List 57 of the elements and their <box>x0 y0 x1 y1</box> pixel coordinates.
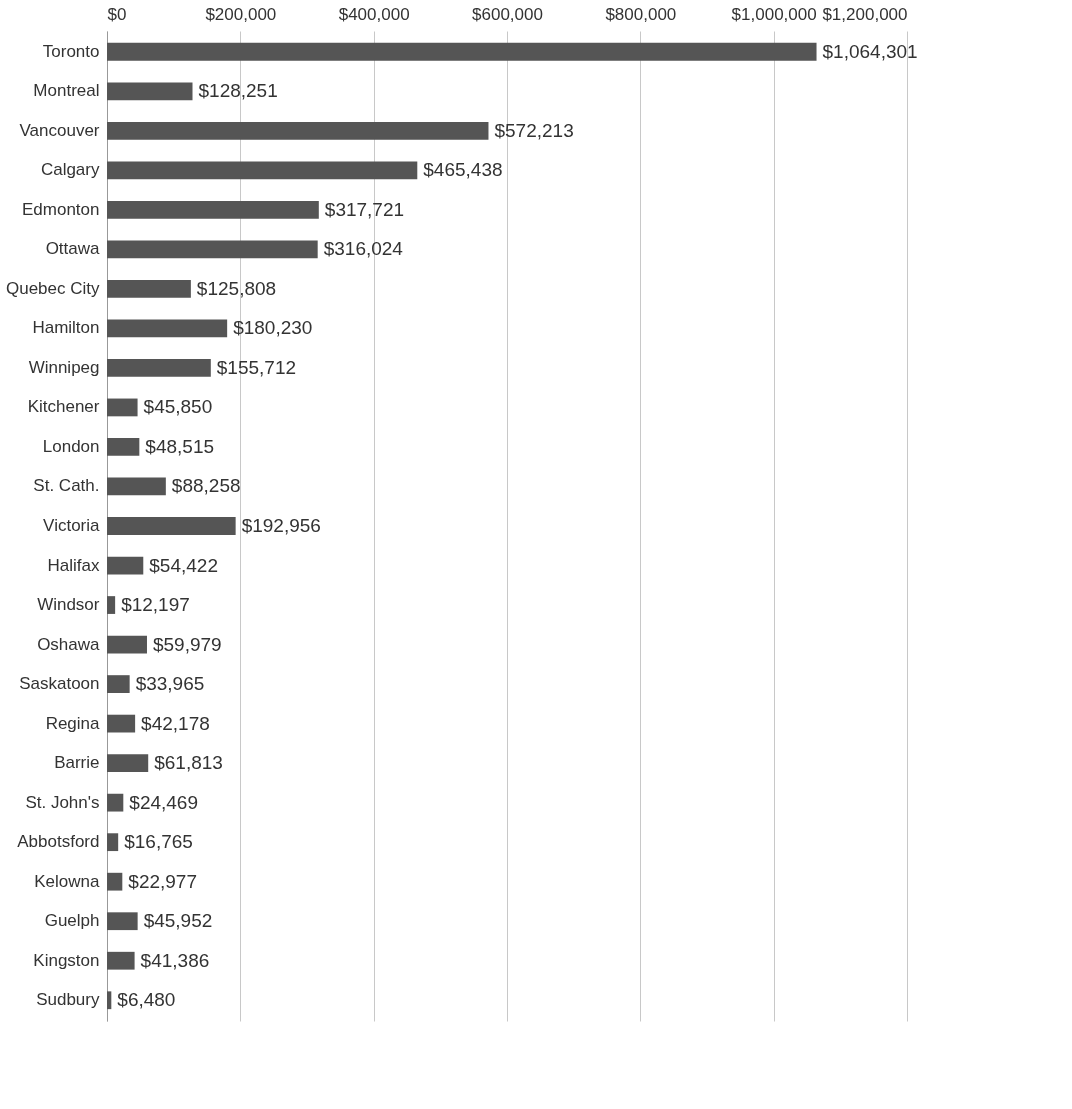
y-tick-label: Barrie <box>54 753 100 773</box>
data-label: $465,438 <box>423 159 503 181</box>
x-tick-label: $800,000 <box>605 4 677 24</box>
x-tick-label: $600,000 <box>472 4 543 24</box>
data-label: $61,813 <box>154 752 223 774</box>
y-tick-label: Ottawa <box>45 239 101 259</box>
x-tick-label: $0 <box>107 4 127 24</box>
data-label: $16,765 <box>124 831 193 853</box>
data-label: $45,850 <box>143 396 213 418</box>
data-label: $48,515 <box>145 435 215 457</box>
data-label: $22,977 <box>128 870 198 892</box>
data-label: $12,197 <box>121 594 190 616</box>
data-label: $1,064,301 <box>822 40 918 62</box>
y-tick-label: Kitchener <box>27 397 100 417</box>
data-label: $33,965 <box>135 673 205 695</box>
y-tick-label: St. Cath. <box>33 476 100 496</box>
y-tick-label: Windsor <box>37 595 100 615</box>
y-tick-label: Saskatoon <box>19 674 100 694</box>
data-label: $42,178 <box>141 712 210 734</box>
data-label: $572,213 <box>494 119 574 141</box>
y-tick-label: Victoria <box>43 516 101 535</box>
y-tick-label: Sudbury <box>36 990 100 1010</box>
data-label: $88,258 <box>171 475 241 497</box>
x-tick-label: $400,000 <box>338 4 410 24</box>
data-label: $316,024 <box>323 238 404 260</box>
y-tick-label: Vancouver <box>19 120 100 140</box>
y-tick-label: Calgary <box>40 160 100 180</box>
data-label: $155,712 <box>216 356 297 378</box>
x-tick-label: $1,200,000 <box>822 4 908 24</box>
data-label: $128,251 <box>198 80 278 102</box>
y-tick-label: Kelowna <box>34 871 101 891</box>
y-tick-label: Winnipeg <box>28 357 100 377</box>
data-label: $125,808 <box>196 277 277 299</box>
y-tick-label: Guelph <box>44 911 100 931</box>
data-label: $54,422 <box>149 554 218 576</box>
y-tick-label: St. John's <box>25 792 100 812</box>
y-tick-label: Halifax <box>47 555 100 575</box>
data-label: $45,952 <box>143 910 213 932</box>
y-tick-label: Hamilton <box>32 318 100 338</box>
data-label: $317,721 <box>324 198 405 220</box>
data-label: $41,386 <box>140 949 210 971</box>
y-tick-label: Kingston <box>33 950 100 970</box>
data-label: $6,480 <box>117 989 176 1011</box>
y-tick-label: Montreal <box>33 81 100 101</box>
y-tick-label: Edmonton <box>22 199 100 219</box>
data-label: $192,956 <box>241 515 321 536</box>
data-label: $24,469 <box>129 791 198 813</box>
y-tick-label: Oshawa <box>37 634 101 654</box>
x-tick-label: $1,000,000 <box>731 4 817 24</box>
y-tick-label: London <box>42 436 100 456</box>
x-tick-label: $200,000 <box>205 4 277 24</box>
data-label: $59,979 <box>152 633 222 655</box>
y-tick-label: Regina <box>45 713 101 733</box>
y-tick-label: Quebec City <box>5 278 100 298</box>
y-tick-label: Abbotsford <box>17 832 100 852</box>
data-label: $180,230 <box>233 317 313 339</box>
y-tick-label: Toronto <box>42 41 100 61</box>
